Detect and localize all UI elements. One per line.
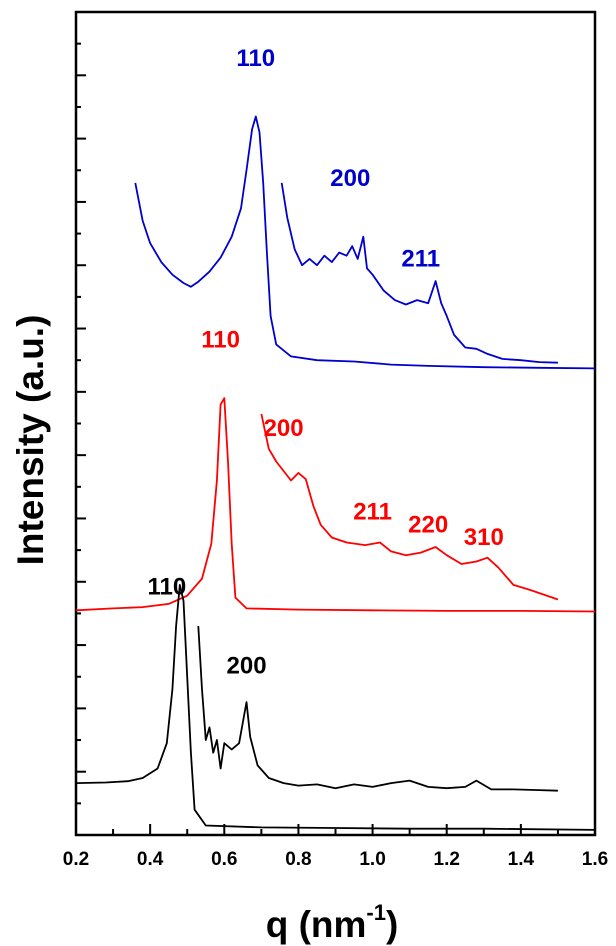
x-axis-ticks: 0.2 0.4 0.6 0.8 1.0 1.2 1.4 1.6 (63, 824, 608, 870)
peak-label: 310 (464, 524, 504, 551)
peak-label: 110 (147, 573, 186, 600)
x-tick-label: 1.6 (582, 849, 608, 870)
x-tick-label: 0.4 (137, 849, 164, 870)
plot-area (74, 10, 597, 837)
x-tick-label: 0.6 (211, 849, 237, 870)
series-0-trace-0 (134, 115, 596, 370)
peak-label: 211 (353, 499, 392, 526)
x-tick-label: 0.2 (63, 849, 89, 870)
y-axis-title: Intensity (a.u.) (10, 315, 51, 566)
x-axis-title-close: ) (386, 904, 398, 945)
series-1-trace-0 (75, 397, 596, 613)
series-0-trace-1 (280, 182, 558, 364)
x-tick-label: 1.0 (359, 849, 385, 870)
y-axis-ticks (76, 11, 86, 836)
series-1-trace-1 (260, 413, 559, 601)
peak-annotations: 110 200 211 110 200 211 220 310 110 200 (147, 45, 503, 680)
x-tick-label: 1.4 (508, 849, 535, 870)
series-2-trace-1 (197, 626, 558, 792)
series-2-trace-0 (75, 584, 596, 831)
peak-label: 110 (201, 327, 240, 354)
peak-label: 220 (408, 511, 448, 538)
peak-label: 200 (330, 165, 370, 192)
series-layer (75, 115, 596, 831)
x-axis-title-main: q (nm (266, 904, 367, 945)
x-axis-title-superscript: -1 (366, 900, 386, 925)
peak-label: 200 (227, 653, 267, 680)
x-tick-label: 0.8 (285, 849, 311, 870)
x-tick-label: 1.2 (434, 849, 460, 870)
peak-label: 211 (401, 245, 440, 272)
peak-label: 110 (236, 45, 275, 72)
x-axis-title: q (nm-1) (266, 900, 399, 945)
plot-frame (74, 10, 597, 837)
peak-label: 200 (264, 415, 304, 442)
